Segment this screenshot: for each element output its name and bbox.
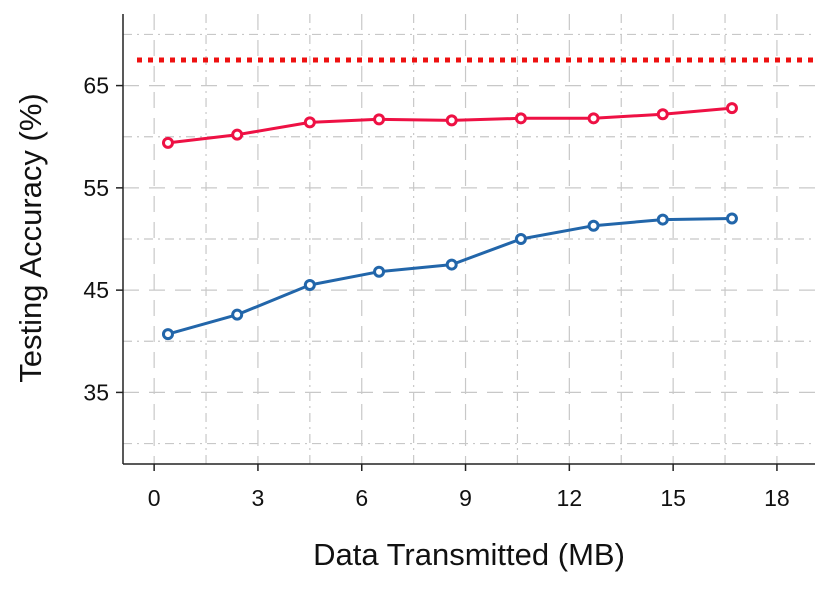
x-tick-label: 15 bbox=[660, 485, 686, 511]
x-tick-label: 18 bbox=[764, 485, 790, 511]
x-tick-label: 12 bbox=[557, 485, 583, 511]
x-tick-label: 0 bbox=[148, 485, 161, 511]
data-point bbox=[725, 102, 738, 115]
y-axis-title: Testing Accuracy (%) bbox=[13, 93, 48, 382]
series-2 bbox=[161, 212, 738, 341]
y-tick-label: 45 bbox=[83, 277, 109, 303]
data-point bbox=[514, 233, 527, 245]
y-tick-labels: 35 45 55 65 bbox=[83, 73, 109, 406]
axes bbox=[116, 14, 815, 471]
grid-lines bbox=[123, 14, 815, 464]
data-point bbox=[231, 308, 244, 321]
data-point bbox=[373, 265, 386, 278]
y-tick-label: 35 bbox=[83, 379, 109, 405]
data-point bbox=[656, 213, 669, 226]
data-point bbox=[656, 108, 669, 121]
x-axis-title: Data Transmitted (MB) bbox=[313, 537, 625, 572]
data-point bbox=[514, 112, 527, 125]
data-point bbox=[161, 136, 174, 149]
data-point bbox=[373, 113, 386, 126]
x-tick-label: 6 bbox=[355, 485, 368, 511]
data-point bbox=[445, 114, 458, 127]
x-tick-label: 3 bbox=[252, 485, 265, 511]
series-1 bbox=[161, 102, 738, 149]
x-tick-label: 9 bbox=[459, 485, 472, 511]
x-tick-labels: 0 3 6 9 12 15 18 bbox=[148, 485, 790, 511]
series-layer bbox=[161, 102, 738, 341]
data-point bbox=[587, 112, 600, 125]
y-tick-label: 65 bbox=[83, 73, 109, 99]
data-point bbox=[303, 116, 316, 129]
data-point bbox=[587, 219, 600, 232]
y-tick-label: 55 bbox=[83, 175, 109, 201]
data-point bbox=[303, 279, 316, 292]
data-point bbox=[231, 128, 244, 141]
series-line bbox=[167, 217, 733, 336]
data-point bbox=[725, 212, 738, 225]
data-point bbox=[445, 258, 458, 271]
data-point bbox=[161, 328, 174, 341]
